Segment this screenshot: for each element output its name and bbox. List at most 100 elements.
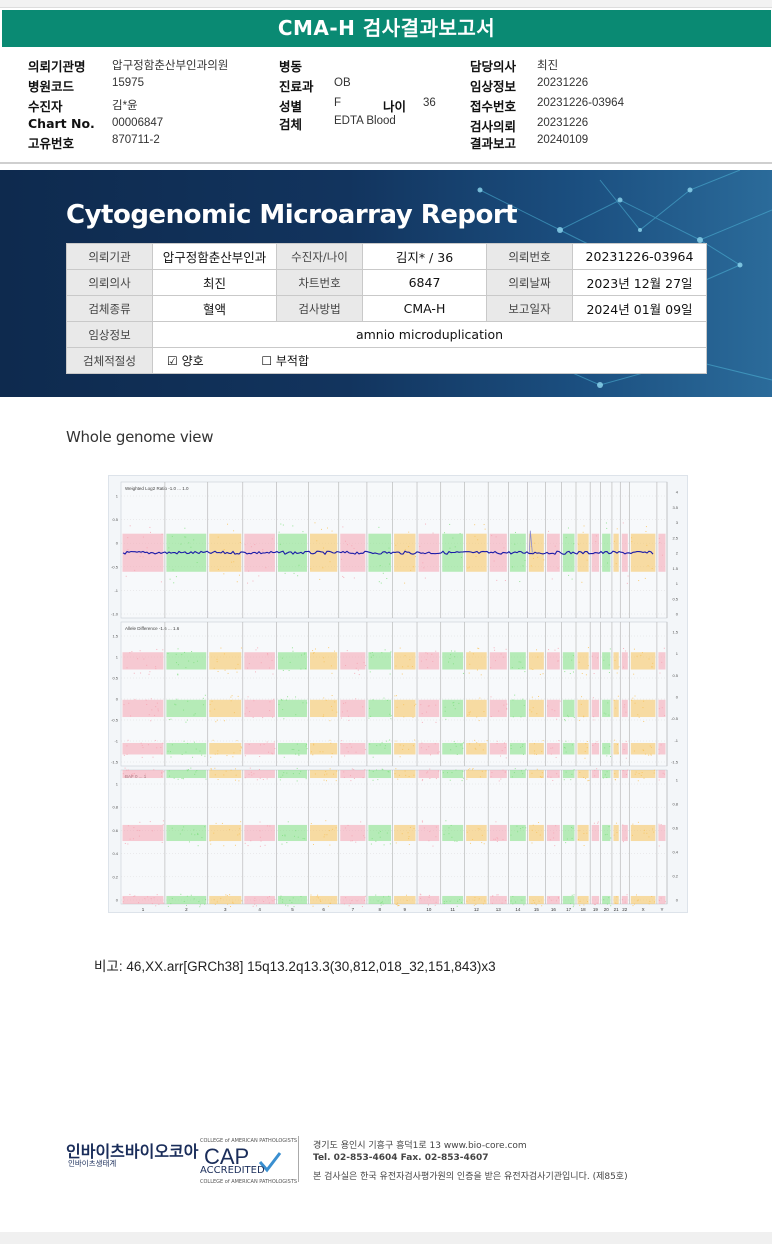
data-point (644, 753, 646, 755)
data-point (443, 901, 445, 903)
data-point (269, 710, 271, 712)
data-point (535, 904, 537, 906)
data-band (528, 699, 544, 718)
data-point (147, 896, 149, 898)
duplication-spike (528, 530, 533, 553)
data-point (531, 772, 533, 774)
data-point (584, 757, 586, 759)
data-point (605, 713, 607, 715)
data-point (123, 754, 125, 756)
data-band (546, 742, 560, 755)
data-point (204, 755, 206, 757)
data-band (368, 533, 392, 572)
data-point (273, 698, 275, 700)
data-point (551, 578, 553, 580)
data-point (210, 756, 212, 758)
data-point (216, 901, 218, 903)
phone-fax: Tel. 02-853-4604 Fax. 02-853-4607 (313, 1153, 489, 1163)
data-point (455, 745, 457, 747)
data-point (634, 773, 636, 775)
data-point (559, 700, 561, 702)
data-point (351, 746, 353, 748)
data-point (163, 771, 165, 773)
data-point (281, 699, 283, 701)
data-point (398, 774, 400, 776)
data-point (610, 837, 612, 839)
data-point (325, 770, 327, 772)
data-point (144, 898, 146, 900)
data-point (579, 771, 581, 773)
data-point (627, 769, 629, 771)
data-point (608, 826, 610, 828)
data-point (570, 779, 572, 781)
data-point (638, 773, 640, 775)
data-point (332, 828, 334, 830)
data-point (510, 748, 512, 750)
data-point (586, 747, 588, 749)
data-point (522, 565, 524, 567)
table-cell: 의뢰기관 (66, 243, 153, 270)
data-point (503, 704, 505, 706)
data-point (483, 524, 485, 526)
data-point (563, 746, 565, 748)
data-point (171, 744, 173, 746)
data-point (408, 836, 410, 838)
data-point (175, 653, 177, 655)
data-point (658, 748, 660, 750)
data-point (183, 740, 185, 742)
data-point (444, 532, 446, 534)
data-point (490, 776, 492, 778)
data-point (472, 653, 474, 655)
data-point (648, 836, 650, 838)
data-point (247, 845, 249, 847)
data-point (127, 739, 129, 741)
data-point (395, 903, 397, 905)
data-point (513, 772, 515, 774)
cap-accredited: ACCREDITED (200, 1165, 265, 1176)
data-band (394, 824, 416, 842)
data-point (140, 553, 142, 555)
tick-label-left: 0.5 (112, 676, 118, 681)
data-point (483, 711, 485, 713)
data-point (449, 547, 451, 549)
chromosome-label: 16 (551, 907, 557, 912)
data-point (457, 900, 459, 902)
data-band (528, 824, 544, 842)
data-point (522, 773, 524, 775)
data-point (581, 672, 583, 674)
data-point (149, 526, 151, 528)
data-point (525, 768, 527, 770)
data-band (166, 770, 207, 779)
data-point (141, 744, 143, 746)
data-point (329, 739, 331, 741)
tick-label-right: 0.4 (672, 850, 678, 855)
data-point (432, 845, 434, 847)
data-point (484, 900, 486, 902)
data-point (537, 656, 539, 658)
data-point (644, 577, 646, 579)
data-band (658, 824, 666, 842)
data-point (625, 740, 627, 742)
data-point (237, 834, 239, 836)
data-point (466, 900, 468, 902)
data-point (474, 739, 476, 741)
adequacy-good-checkbox: ☑ 양호 (167, 354, 204, 368)
data-point (397, 902, 399, 904)
data-point (593, 903, 595, 905)
data-point (248, 743, 250, 745)
data-point (259, 845, 261, 847)
footer-divider (298, 1136, 299, 1182)
data-point (518, 668, 520, 670)
data-point (174, 703, 176, 705)
tick-label-right: 0 (676, 898, 679, 903)
data-point (563, 779, 565, 781)
data-point (262, 550, 264, 552)
data-point (351, 768, 353, 770)
data-point (404, 549, 406, 551)
data-point (647, 565, 649, 567)
data-point (295, 714, 297, 716)
data-point (344, 755, 346, 757)
data-point (226, 895, 228, 897)
data-point (326, 834, 328, 836)
data-band (122, 699, 164, 718)
